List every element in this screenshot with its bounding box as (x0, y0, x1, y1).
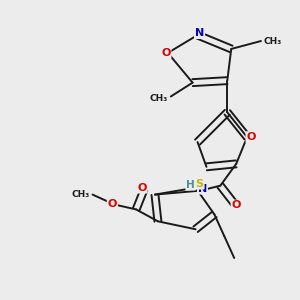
Text: CH₃: CH₃ (264, 37, 282, 46)
Text: N: N (198, 184, 207, 194)
Text: O: O (232, 200, 241, 211)
Text: N: N (195, 28, 204, 38)
Text: CH₃: CH₃ (150, 94, 168, 103)
Text: O: O (161, 48, 170, 58)
Text: O: O (108, 200, 117, 209)
Text: O: O (246, 132, 256, 142)
Text: CH₃: CH₃ (71, 190, 90, 199)
Text: S: S (196, 179, 203, 189)
Text: H: H (186, 180, 195, 190)
Text: O: O (137, 183, 147, 193)
